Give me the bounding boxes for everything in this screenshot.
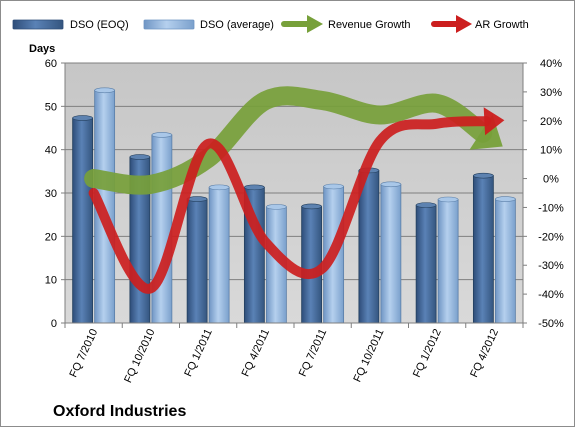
bar-dso-average-body (495, 199, 515, 323)
bar-dso-eoq-cap (187, 197, 207, 202)
y-tick-label: 60 (45, 58, 57, 70)
bar-dso-average-cap (438, 197, 458, 202)
x-tick-label: FQ 10/2011 (352, 327, 387, 384)
bar-dso-average-cap (495, 197, 515, 202)
bar-dso-eoq (187, 197, 207, 323)
y-tick-label: 50 (45, 101, 57, 113)
bar-dso-eoq-body (187, 199, 207, 323)
bar-dso-average-cap (209, 185, 229, 190)
bar-dso-eoq-body (416, 205, 436, 323)
legend-label-dso-average: DSO (average) (200, 19, 274, 31)
legend-label-ar-growth: AR Growth (475, 19, 529, 31)
bar-dso-average-cap (152, 132, 172, 137)
bar-dso-average-cap (95, 88, 115, 93)
bar-dso-eoq-cap (473, 173, 493, 178)
legend-arrow-ar-growth (434, 15, 472, 33)
chart-title: Oxford Industries (53, 403, 186, 420)
legend-label-dso-eoq: DSO (EOQ) (70, 19, 129, 31)
bar-dso-eoq-cap (73, 116, 93, 121)
legend: DSO (EOQ) DSO (average) Revenue Growth A… (13, 15, 529, 33)
bar-dso-average (438, 197, 458, 323)
bar-dso-eoq-body (473, 176, 493, 323)
bar-dso-average (381, 182, 401, 323)
bar-dso-eoq-body (73, 118, 93, 323)
bar-dso-average (152, 132, 172, 323)
bar-dso-eoq-body (302, 206, 322, 323)
y2-tick-label: -20% (538, 231, 564, 243)
y2-tick-label: -50% (538, 318, 564, 330)
y2-tick-label: 40% (540, 58, 562, 70)
bar-dso-average-body (152, 135, 172, 323)
bar-dso-average-body (438, 200, 458, 324)
y-tick-label: 30 (45, 188, 57, 200)
y-axis-title: Days (29, 43, 55, 55)
bar-dso-eoq (416, 203, 436, 323)
bar-dso-average-body (209, 187, 229, 323)
y-tick-label: 20 (45, 231, 57, 243)
bar-dso-average-cap (324, 184, 344, 189)
y2-tick-label: -30% (538, 260, 564, 272)
bar-dso-average (209, 185, 229, 323)
bar-dso-average-cap (381, 182, 401, 187)
bar-dso-average (495, 197, 515, 323)
bar-dso-eoq (73, 116, 93, 323)
x-tick-label: FQ 4/2011 (240, 327, 273, 378)
legend-arrow-revenue-growth (284, 15, 323, 33)
bar-dso-eoq-cap (130, 155, 150, 160)
x-tick-label: FQ 1/2012 (411, 327, 444, 379)
bar-dso-eoq-cap (244, 185, 264, 190)
x-tick-label: FQ 7/2010 (67, 327, 100, 379)
x-tick-label: FQ 1/2011 (182, 327, 215, 378)
bar-dso-eoq (302, 204, 322, 323)
y2-tick-label: 20% (540, 116, 562, 128)
y2-tick-label: 30% (540, 87, 562, 99)
y2-tick-label: -10% (538, 202, 564, 214)
legend-swatch-dso-average (144, 20, 194, 29)
bar-dso-eoq-cap (302, 204, 322, 209)
y-tick-label: 40 (45, 145, 57, 157)
bar-dso-eoq-body (359, 170, 379, 323)
bar-dso-eoq (473, 173, 493, 323)
legend-label-revenue-growth: Revenue Growth (328, 19, 411, 31)
y-tick-label: 0 (51, 318, 57, 330)
y2-tick-label: 10% (540, 145, 562, 157)
x-tick-label: FQ 4/2012 (468, 327, 501, 379)
x-tick-label: FQ 10/2010 (122, 327, 157, 385)
y2-tick-label: -40% (538, 289, 564, 301)
x-tick-label: FQ 7/2011 (297, 327, 330, 378)
legend-swatch-dso-eoq (13, 20, 63, 29)
y-tick-label: 10 (45, 275, 57, 287)
y2-tick-label: 0% (543, 174, 559, 186)
bar-dso-eoq-cap (416, 203, 436, 208)
bar-dso-average-cap (266, 204, 286, 209)
bar-dso-average-body (381, 184, 401, 323)
